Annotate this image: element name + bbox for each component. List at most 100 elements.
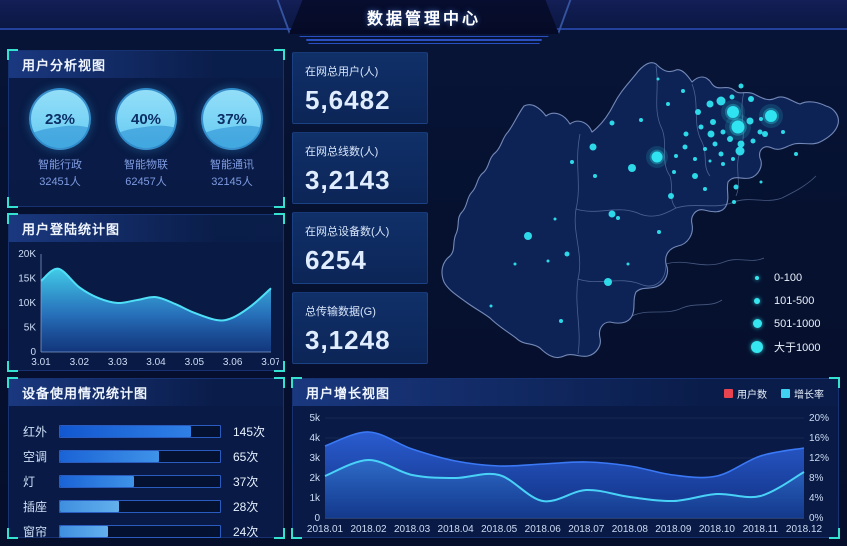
gauge-label: 智能通讯: [210, 159, 254, 171]
panel-corner: [7, 377, 18, 388]
bar-label: 空调: [23, 450, 48, 464]
svg-text:3.05: 3.05: [185, 357, 205, 368]
panel-header: 设备使用情况统计图: [9, 379, 283, 406]
svg-text:2018.05: 2018.05: [481, 524, 518, 535]
svg-text:3.06: 3.06: [223, 357, 243, 368]
stat-label: 在网总线数(人): [305, 146, 379, 158]
panel-header: 用户增长视图: [293, 379, 838, 406]
svg-text:3.01: 3.01: [31, 357, 51, 368]
svg-text:2k: 2k: [309, 473, 321, 484]
legend-label: 0-100: [774, 271, 803, 284]
bar-track: [59, 500, 221, 513]
stat-value: 3,1248: [305, 325, 391, 355]
legend-swatch-icon: [724, 389, 733, 398]
svg-text:2018.03: 2018.03: [394, 524, 431, 535]
svg-text:2018.10: 2018.10: [699, 524, 736, 535]
map-legend: 0-100 101-500 501-1000 大于1000: [750, 266, 821, 358]
bar-row: 窗帘 24次: [23, 519, 269, 544]
panel-corner: [7, 213, 18, 224]
stat-value: 3,2143: [305, 165, 391, 195]
growth-chart-legend: 用户数 增长率: [724, 386, 824, 401]
panel-corner: [274, 361, 285, 372]
bar-row: 灯 37次: [23, 469, 269, 494]
bar-track: [59, 525, 221, 538]
legend-item-users[interactable]: 用户数: [724, 386, 767, 401]
svg-text:2018.04: 2018.04: [438, 524, 475, 535]
bar-track: [59, 425, 221, 438]
panel-device-usage: 设备使用情况统计图 红外 145次 空调 65次 灯 37次 插座 28次: [7, 377, 285, 539]
panel-corner: [7, 361, 18, 372]
legend-label: 大于1000: [774, 341, 821, 354]
bar-label: 红外: [23, 425, 48, 439]
stat-card-total-devices: 在网总设备数(人) 6254: [292, 212, 428, 284]
legend-item-growth-rate[interactable]: 增长率: [781, 386, 824, 401]
panel-corner: [274, 49, 285, 60]
panel-header: 用户分析视图: [9, 51, 283, 78]
bar-fill: [60, 526, 108, 537]
legend-dot-icon: [752, 319, 762, 328]
svg-text:15K: 15K: [18, 274, 36, 285]
svg-text:3k: 3k: [309, 453, 321, 464]
device-bar-chart: 红外 145次 空调 65次 灯 37次 插座 28次 窗帘: [9, 406, 283, 544]
gauge-row: 23% 智能行政 32451人 40% 智能物联 62457人: [9, 78, 283, 191]
liquid-gauge: 37%: [201, 88, 263, 150]
panel-user-analysis: 用户分析视图 23% 智能行政 32451人 40% 智能物联: [7, 49, 285, 208]
bar-fill: [60, 426, 192, 437]
panel-corner: [7, 49, 18, 60]
panel-corner: [7, 197, 18, 208]
legend-label: 501-1000: [774, 317, 821, 330]
svg-text:3.07: 3.07: [261, 357, 279, 368]
region-map: [428, 44, 847, 375]
bar-fill: [60, 476, 134, 487]
stat-value: 6254: [305, 245, 367, 275]
gauge-percent: 37%: [216, 110, 248, 128]
gauge-count: 32145人: [211, 176, 253, 189]
panel-title: 用户增长视图: [306, 386, 391, 401]
bar-row: 空调 65次: [23, 444, 269, 469]
liquid-gauge: 40%: [115, 88, 177, 150]
legend-label: 用户数: [737, 390, 767, 401]
svg-text:12%: 12%: [809, 453, 829, 464]
bar-fill: [60, 501, 120, 512]
svg-text:0%: 0%: [809, 513, 824, 524]
bar-fill: [60, 451, 160, 462]
svg-text:5k: 5k: [309, 413, 321, 424]
panel-title: 用户登陆统计图: [22, 222, 121, 237]
svg-text:3.03: 3.03: [108, 357, 128, 368]
svg-text:20%: 20%: [809, 413, 829, 424]
growth-area-chart: 0 0% 1k 4% 2k 8% 3k 12% 4k 16% 5k 20% 2018.01 2018.02…: [293, 406, 838, 543]
bar-value: 65次: [233, 450, 259, 464]
map-legend-item: 501-1000: [750, 312, 821, 335]
stat-label: 总传输数据(G): [305, 306, 376, 318]
legend-dot-icon: [755, 275, 759, 280]
panel-corner: [274, 528, 285, 539]
panel-title: 设备使用情况统计图: [22, 386, 149, 401]
bar-label: 窗帘: [23, 525, 48, 539]
svg-text:1k: 1k: [309, 493, 321, 504]
gauge-comm: 37% 智能通讯 32145人: [193, 88, 271, 191]
stat-label: 在网总设备数(人): [305, 226, 390, 238]
gauge-label: 智能物联: [124, 159, 168, 171]
legend-label: 增长率: [794, 390, 824, 401]
panel-corner: [274, 213, 285, 224]
svg-text:3.04: 3.04: [146, 357, 166, 368]
page-title-block: 数据管理中心: [289, 0, 559, 34]
panel-corner: [274, 197, 285, 208]
stat-value: 5,6482: [305, 85, 391, 115]
bar-track: [59, 450, 221, 463]
svg-text:20K: 20K: [18, 249, 36, 260]
svg-text:2018.01: 2018.01: [307, 524, 344, 535]
gauge-count: 32451人: [39, 176, 81, 189]
svg-text:3.02: 3.02: [70, 357, 90, 368]
panel-title: 用户分析视图: [22, 58, 107, 73]
stat-label: 在网总用户(人): [305, 66, 379, 78]
panel-corner: [829, 528, 840, 539]
svg-text:2018.09: 2018.09: [655, 524, 692, 535]
stat-card-total-users: 在网总用户(人) 5,6482: [292, 52, 428, 124]
bar-track: [59, 475, 221, 488]
svg-text:2018.12: 2018.12: [786, 524, 823, 535]
svg-text:10K: 10K: [18, 298, 36, 309]
svg-text:2018.08: 2018.08: [612, 524, 649, 535]
gauge-iot: 40% 智能物联 62457人: [107, 88, 185, 191]
panel-corner: [274, 377, 285, 388]
